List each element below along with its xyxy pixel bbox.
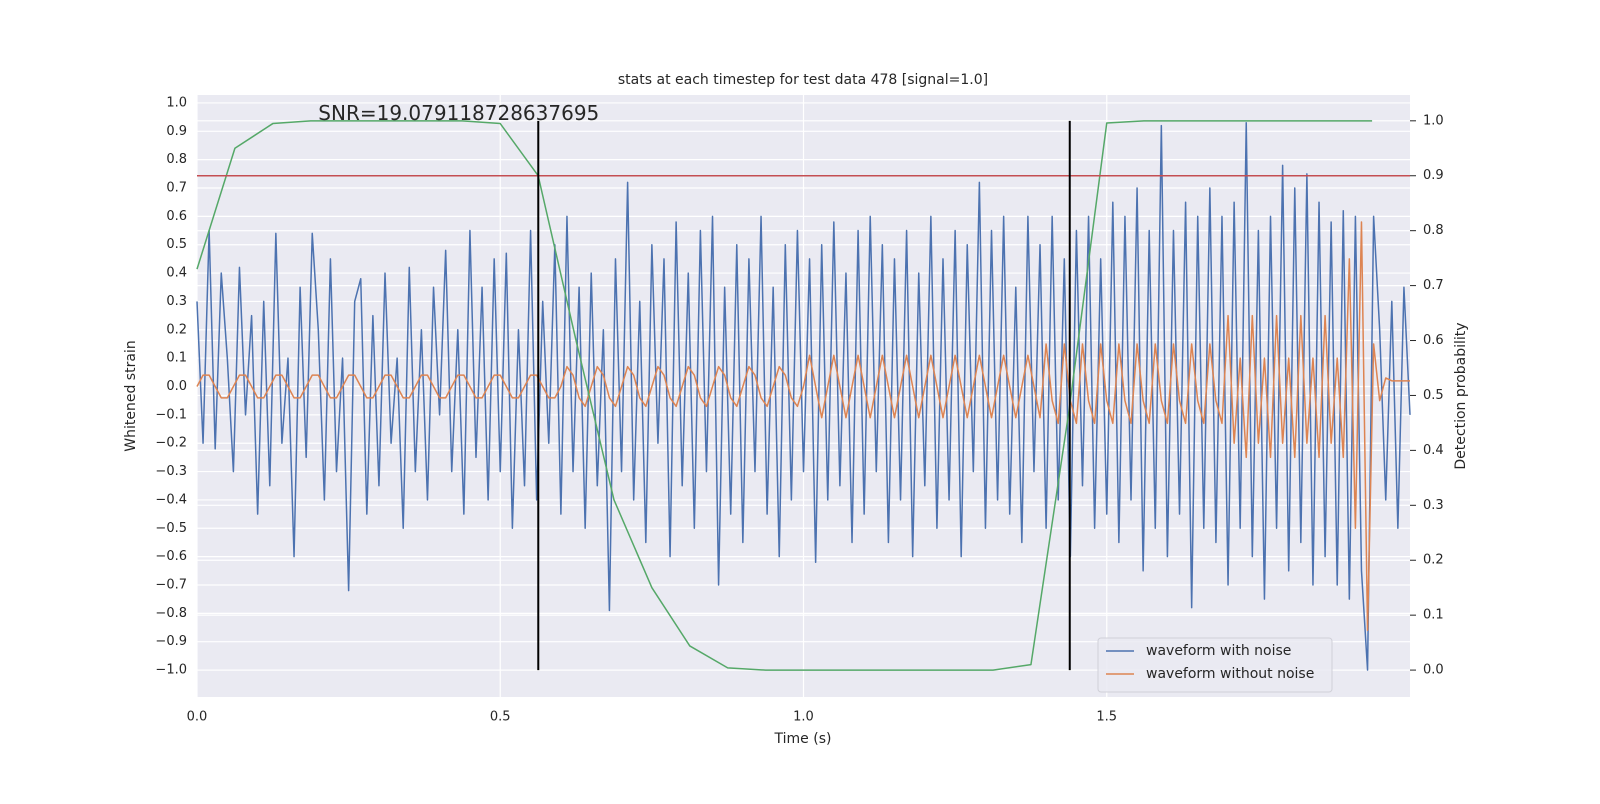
y-tick-label: −0.4 [155,492,187,507]
y-tick-label: 0.1 [166,351,187,366]
y-tick-label: 0.5 [166,237,187,252]
y2-tick-label: 0.1 [1423,608,1444,623]
y-tick-label: 0.4 [166,266,187,281]
y2-axis-label: Detection probability [1453,322,1469,469]
y2-tick-label: 0.0 [1423,663,1444,678]
y-tick-label: −0.3 [155,464,187,479]
y-tick-label: 0.3 [166,294,187,309]
y-tick-label: −0.7 [155,577,187,592]
marks [196,120,1411,671]
y-tick-label: 0.2 [166,322,187,337]
legend-label: waveform with noise [1146,643,1291,659]
y-tick-label: 0.0 [166,379,187,394]
y-tick-label: −0.8 [155,606,187,621]
annotation: SNR=19.079118728637695 [318,101,599,125]
y-tick-label: −0.1 [155,407,187,422]
y-tick-label: 0.7 [166,181,187,196]
y2-tick-label: 0.8 [1423,223,1444,238]
y2-tick-label: 0.5 [1423,388,1444,403]
y-tick-label: 0.9 [166,124,187,139]
chart-title: stats at each timestep for test data 478… [618,72,988,88]
x-tick-label: 1.5 [1096,710,1117,725]
series-line [196,221,1410,632]
y2-tick-label: 1.0 [1423,113,1444,128]
y-tick-label: −0.2 [155,436,187,451]
x-tick-label: 0.0 [187,710,208,725]
legend-label: waveform without noise [1146,666,1314,682]
y2-tick-label: 0.4 [1423,443,1444,458]
x-tick-label: 1.0 [793,710,814,725]
y-tick-label: −0.9 [155,634,187,649]
y-tick-label: −0.5 [155,521,187,536]
y2-tick-label: 0.6 [1423,333,1444,348]
y-tick-label: 0.8 [166,152,187,167]
x-axis-label: Time (s) [774,731,832,747]
legend-box [1097,637,1333,693]
series-line [196,120,1373,671]
series-line [196,122,1411,671]
y-axis-label: Whitened strain [123,340,139,451]
y-tick-label: −0.6 [155,549,187,564]
y2-tick-label: 0.2 [1423,553,1444,568]
y-tick-label: 0.6 [166,209,187,224]
y2-tick-label: 0.9 [1423,168,1444,183]
y2-tick-label: 0.7 [1423,278,1444,293]
x-tick-label: 0.5 [490,710,511,725]
y-tick-label: −1.0 [155,663,187,678]
y2-tick-label: 0.3 [1423,498,1444,513]
y-tick-label: 1.0 [166,95,187,110]
labels: −1.0 −0.9 −0.8 −0.7 −0.6 −0.5 −0.4 −0.3 −0.2 −0.1… [155,95,1443,724]
